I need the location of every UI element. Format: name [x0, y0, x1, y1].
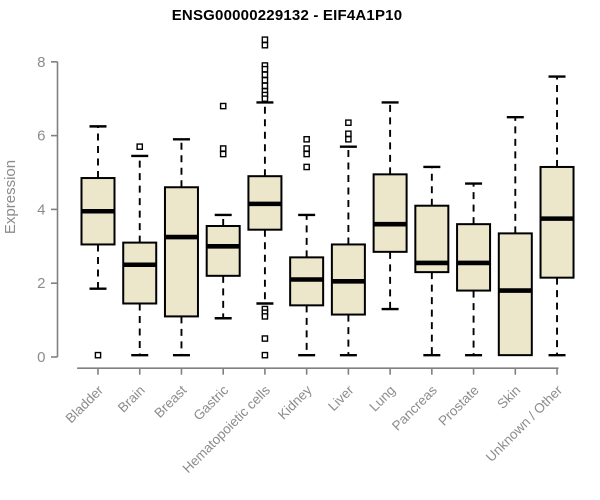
outlier-point	[136, 143, 144, 150]
box	[456, 223, 492, 292]
y-tick-label: 4	[37, 201, 45, 218]
outlier-point	[345, 119, 352, 126]
outlier-point	[261, 65, 269, 73]
x-tick-label: Kidney	[275, 382, 315, 422]
outlier-point	[94, 351, 102, 359]
box	[372, 173, 408, 253]
outlier-point	[261, 71, 269, 79]
outlier-point	[303, 150, 310, 158]
outlier-point	[345, 135, 352, 143]
outlier-point	[219, 102, 227, 110]
x-tick-label: Prostate	[436, 383, 482, 429]
x-tick-label: Brain	[115, 383, 148, 416]
x-tick-label: Unknown / Other	[483, 382, 566, 465]
outlier-point	[261, 41, 269, 49]
x-tick-label: Gastric	[190, 382, 231, 423]
box	[497, 232, 533, 357]
outlier-point	[261, 95, 269, 102]
y-tick-label: 6	[37, 128, 45, 145]
outlier-point	[219, 145, 227, 152]
x-tick-label: Lung	[366, 383, 398, 415]
y-tick-label: 0	[37, 349, 45, 366]
outlier-point	[261, 351, 269, 359]
outlier-point	[303, 145, 310, 152]
x-tick-label: Liver	[325, 382, 357, 414]
x-tick-label: Pancreas	[389, 382, 440, 433]
outlier-point	[261, 335, 269, 342]
box	[163, 186, 199, 318]
box	[122, 241, 158, 305]
x-tick-label: Breast	[151, 382, 189, 420]
outlier-point	[345, 130, 352, 138]
outlier-point	[261, 82, 269, 90]
outlier-point	[303, 163, 310, 171]
outlier-point	[261, 313, 269, 320]
chart-title: ENSG00000229132 - EIF4A1P10	[171, 7, 403, 24]
x-tick-label: Skin	[494, 383, 523, 412]
outlier-point	[261, 36, 269, 43]
outlier-point	[261, 76, 269, 84]
box	[205, 225, 241, 277]
y-tick-label: 2	[37, 275, 45, 292]
x-tick-label: Bladder	[63, 382, 107, 426]
outlier-point	[303, 135, 310, 143]
box	[539, 165, 575, 279]
outlier-point	[219, 150, 227, 158]
y-tick-label: 8	[37, 54, 45, 71]
